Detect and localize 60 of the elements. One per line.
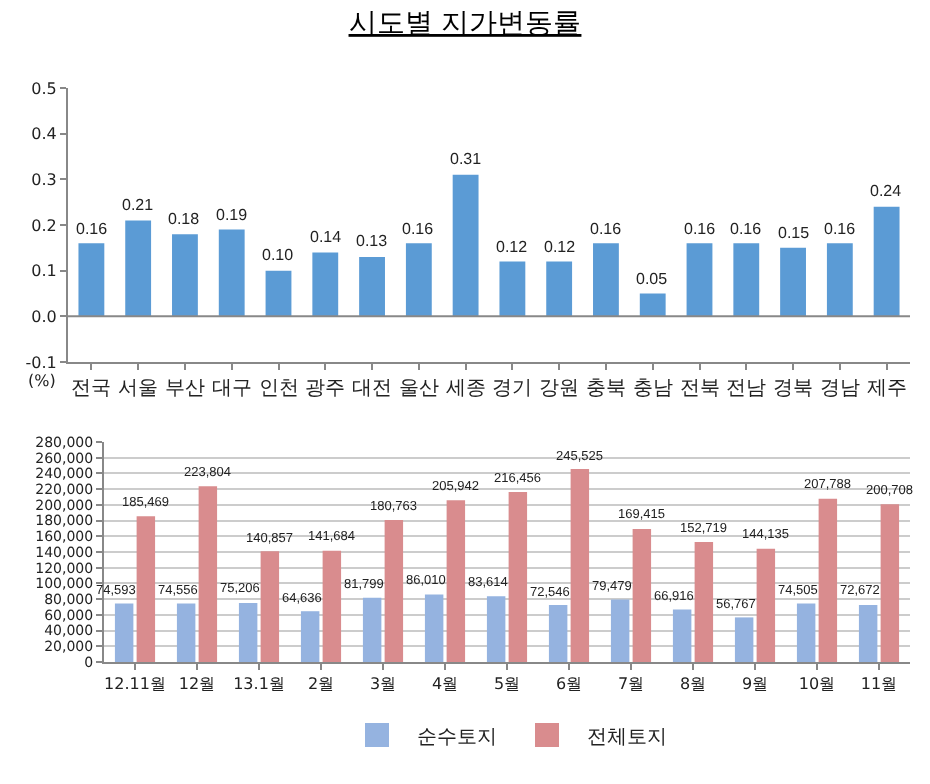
x-tick-label: 경북 bbox=[773, 378, 814, 400]
x-tick-label: 충북 bbox=[585, 378, 626, 400]
x-tick-label: 13.1월 bbox=[233, 675, 285, 694]
data-label: 0.16 bbox=[684, 220, 717, 238]
x-tick-label: 제주 bbox=[866, 378, 907, 400]
data-label: 0.16 bbox=[590, 220, 623, 238]
x-tick-label: 9월 bbox=[741, 675, 769, 694]
y-tick-label: 0.5 bbox=[31, 79, 57, 98]
data-label: 0.21 bbox=[122, 196, 155, 214]
data-label: 0.10 bbox=[262, 246, 295, 264]
x-tick-label: 11월 bbox=[860, 675, 898, 694]
data-label: 0.16 bbox=[402, 220, 435, 238]
x-tick-label: 광주 bbox=[305, 378, 346, 400]
data-label: 0.16 bbox=[824, 220, 857, 238]
x-tick-label: 대구 bbox=[211, 378, 252, 400]
x-tick-label: 7월 bbox=[617, 675, 645, 694]
data-label: 0.16 bbox=[730, 220, 763, 238]
data-label: 0.24 bbox=[870, 182, 903, 200]
x-tick-label: 3월 bbox=[369, 675, 397, 694]
x-tick-label: 12.11월 bbox=[104, 675, 166, 694]
data-label: 0.31 bbox=[450, 150, 483, 168]
x-tick-label: 울산 bbox=[398, 378, 439, 400]
x-tick-label: 2월 bbox=[307, 675, 335, 694]
x-tick-label: 전북 bbox=[679, 378, 720, 400]
y-tick-label: 0.2 bbox=[31, 216, 57, 235]
x-tick-label: 경기 bbox=[492, 378, 533, 400]
data-label: 0.15 bbox=[778, 224, 811, 242]
x-tick-label: 대전 bbox=[352, 378, 393, 400]
chart-title: 시도별 지가변동률 bbox=[348, 8, 582, 41]
y-tick-label: 0.3 bbox=[31, 170, 57, 189]
x-tick-label: 6월 bbox=[555, 675, 583, 694]
y-tick-label: 0.1 bbox=[31, 262, 57, 281]
data-label: 0.16 bbox=[76, 220, 109, 238]
x-tick-label: 경남 bbox=[819, 378, 860, 400]
data-label: 0.14 bbox=[310, 228, 343, 246]
y-tick-label: -0.1 bbox=[25, 353, 57, 372]
x-tick-label: 4월 bbox=[431, 675, 459, 694]
x-tick-label: 인천 bbox=[258, 378, 299, 400]
x-tick-label: 10월 bbox=[798, 675, 836, 694]
x-tick-label: 12월 bbox=[178, 675, 216, 694]
x-tick-label: 강원 bbox=[539, 378, 580, 400]
data-label: 0.19 bbox=[216, 206, 249, 224]
x-tick-label: 충남 bbox=[632, 378, 673, 400]
y-axis-title: (%) bbox=[28, 372, 56, 390]
legend-label: 순수토지 bbox=[417, 726, 497, 749]
x-tick-label: 세종 bbox=[445, 378, 486, 400]
x-tick-label: 서울 bbox=[118, 378, 159, 400]
y-tick-label: 0.4 bbox=[31, 125, 57, 144]
legend-label: 전체토지 bbox=[587, 726, 667, 749]
y-tick-label: 0.0 bbox=[31, 307, 57, 326]
data-label: 0.13 bbox=[356, 232, 389, 250]
x-tick-label: 전남 bbox=[726, 378, 767, 400]
x-tick-label: 부산 bbox=[164, 378, 205, 400]
data-label: 0.12 bbox=[496, 238, 529, 256]
data-label: 0.05 bbox=[636, 270, 669, 288]
data-label: 0.18 bbox=[168, 210, 201, 228]
data-label: 0.12 bbox=[544, 238, 577, 256]
x-tick-label: 8월 bbox=[679, 675, 707, 694]
x-tick-label: 전국 bbox=[71, 378, 112, 400]
x-tick-label: 5월 bbox=[493, 675, 521, 694]
